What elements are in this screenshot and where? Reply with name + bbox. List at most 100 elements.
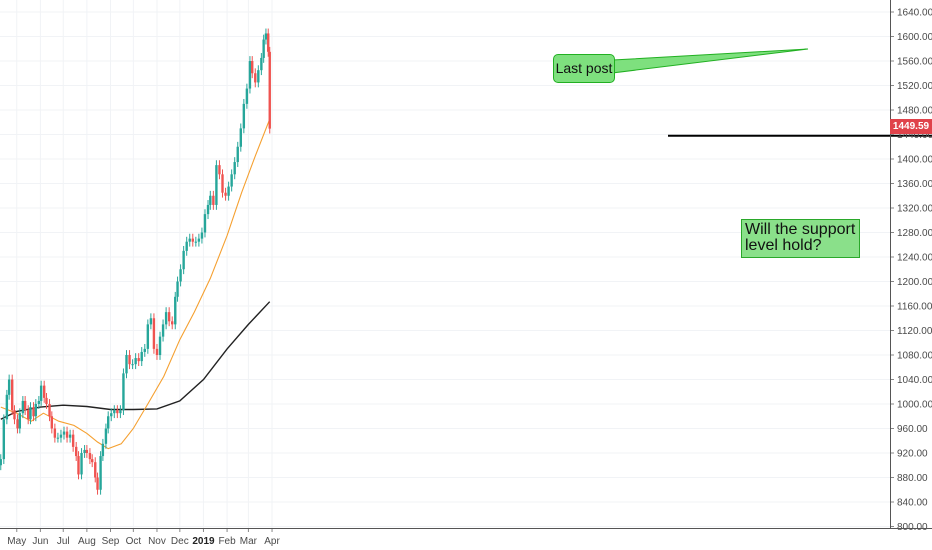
x-tick-label: Sep	[102, 536, 120, 547]
candle-body	[257, 70, 260, 83]
candle-body	[185, 241, 188, 251]
candle-body	[128, 355, 131, 365]
candle-body	[245, 88, 249, 104]
candle-body	[227, 186, 230, 196]
candle-body	[164, 312, 168, 325]
y-tick-label: 920.00	[897, 449, 928, 460]
candle-body	[96, 477, 99, 490]
candle-body	[203, 214, 207, 233]
y-tick-label: 1400.00	[897, 155, 932, 166]
candle-body	[167, 312, 171, 322]
y-tick-label: 1040.00	[897, 375, 932, 386]
candle-body	[221, 174, 224, 193]
candle-body	[140, 351, 143, 362]
last-price-label: 1449.59	[890, 119, 932, 134]
candle-body	[29, 407, 32, 420]
candle-body	[56, 437, 60, 439]
candle-body	[65, 431, 69, 438]
y-tick-label: 1440.00	[897, 130, 932, 141]
y-tick-label: 1160.00	[897, 302, 932, 313]
candle-body	[119, 410, 122, 414]
ma-short-line	[0, 118, 271, 450]
candle-body	[137, 358, 140, 362]
candle-body	[212, 195, 215, 205]
candle-body	[242, 103, 246, 129]
candle-body	[68, 434, 72, 438]
candle-body	[262, 39, 265, 58]
candle-body	[13, 410, 16, 420]
y-tick-label: 1120.00	[897, 326, 932, 337]
candle-body	[62, 431, 66, 435]
candle-body	[45, 397, 48, 404]
candle-body	[224, 192, 227, 196]
candle-body	[182, 250, 185, 270]
y-tick-label: 960.00	[897, 424, 928, 435]
candle-body	[268, 51, 271, 129]
candle-body	[125, 355, 128, 374]
x-tick-label: 2019	[192, 536, 215, 547]
candle-body	[0, 459, 2, 466]
x-tick-label: Feb	[218, 536, 236, 547]
annotation-last-post: Last post	[553, 54, 615, 83]
y-tick-label: 1640.00	[897, 8, 932, 19]
candle-body	[75, 446, 78, 457]
grid-lines	[0, 0, 890, 528]
candle-body	[91, 459, 94, 463]
candle-body	[18, 413, 22, 429]
y-tick-label: 1560.00	[897, 57, 932, 68]
candle-body	[179, 269, 182, 282]
y-tick-label: 1240.00	[897, 253, 932, 264]
candle-body	[21, 400, 25, 414]
candle-body	[260, 57, 263, 71]
candle-body	[101, 443, 105, 457]
y-tick-label: 800.00	[897, 522, 928, 533]
moving-average-long	[0, 301, 271, 420]
candle-body	[267, 33, 270, 52]
candle-body	[107, 416, 110, 429]
y-tick-label: 1480.00	[897, 106, 932, 117]
candle-body	[10, 379, 14, 411]
candle-body	[146, 324, 150, 349]
candle-body	[188, 238, 191, 242]
candle-body	[39, 385, 43, 401]
y-tick-label: 1520.00	[897, 81, 932, 92]
y-tick-label: 1320.00	[897, 204, 932, 215]
y-tick-label: 1360.00	[897, 179, 932, 190]
candle-body	[2, 419, 6, 460]
candle-body	[53, 428, 57, 438]
x-tick-label: Apr	[264, 536, 280, 547]
candle-body	[197, 238, 201, 242]
candle-body	[239, 128, 242, 147]
candle-body	[88, 453, 92, 460]
candle-body	[5, 394, 9, 420]
y-tick-label: 880.00	[897, 473, 928, 484]
x-tick-label: Jul	[57, 536, 70, 547]
candle-body	[143, 348, 146, 352]
candle-body	[80, 453, 83, 475]
candle-body	[16, 419, 19, 429]
candle-body	[176, 281, 179, 297]
candle-body	[155, 348, 159, 355]
candle-body	[83, 449, 86, 453]
candle-body	[7, 379, 11, 395]
annotation-support-question: Will the support level hold?	[741, 219, 860, 258]
x-tick-label: May	[7, 536, 26, 547]
candle-body	[94, 462, 97, 478]
candle-body	[42, 385, 46, 398]
candle-body	[171, 321, 174, 325]
candle-body	[248, 61, 252, 89]
candle-body	[99, 456, 102, 490]
candle-body	[34, 404, 38, 417]
candle-body	[152, 318, 156, 349]
y-tick-label: 1200.00	[897, 277, 932, 288]
ma-long-line	[0, 301, 271, 420]
y-tick-label: 1280.00	[897, 228, 932, 239]
y-tick-label: 1600.00	[897, 32, 932, 43]
candle-body	[174, 296, 177, 325]
x-tick-label: Nov	[148, 536, 166, 547]
candle-body	[149, 318, 153, 325]
candle-body	[264, 33, 268, 40]
moving-average-short	[0, 118, 271, 450]
candle-body	[110, 413, 113, 417]
candle-body	[251, 61, 254, 74]
